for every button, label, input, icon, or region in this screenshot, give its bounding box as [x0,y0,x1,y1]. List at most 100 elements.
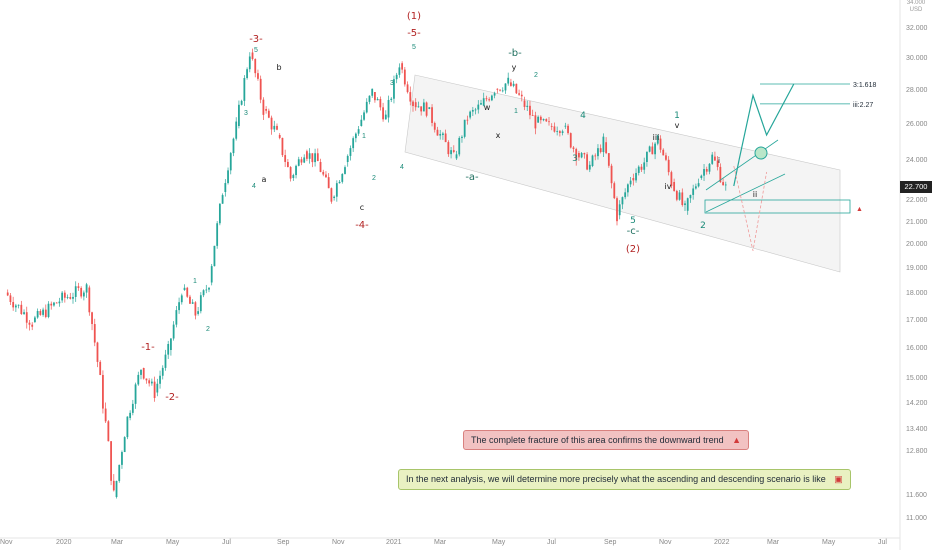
candle-body [205,289,208,291]
sub-wave-5: 3 [390,80,394,87]
time-tick: 2020 [56,539,72,546]
price-tick: 11.600 [906,492,927,499]
candle-body [159,375,161,384]
candle-body [393,79,395,99]
candle-body [232,138,235,154]
candle-body [510,82,512,86]
candle-body [716,160,719,167]
candle-body [450,150,452,155]
candle-body [534,115,537,129]
candle-body [66,297,69,298]
wave-label-5: (1) [407,11,421,22]
candle-body [216,223,219,246]
candle-body [616,198,618,222]
wave-label-19: x [496,131,501,140]
candle-body [85,284,88,293]
sub-wave-10: 1 [514,108,518,115]
candle-body [485,98,488,100]
candle-body [401,63,404,70]
price-tick: 28.000 [906,87,928,94]
candle-body [583,153,586,155]
wave-label-25: v [675,121,680,130]
sub-wave-2: 3 [244,110,248,117]
sub-wave-4: 2 [206,326,210,333]
note-fracture-text: The complete fracture of this area confi… [471,435,724,445]
candle-body [34,317,36,322]
candle-body [643,162,646,170]
sub-wave-8: 4 [400,164,404,171]
candle-body [202,290,205,296]
candle-body [654,143,656,155]
candle-body [178,302,180,311]
candle-body [148,380,151,384]
candle-body [452,150,455,152]
candle-body [180,295,183,303]
candle-body [482,98,485,106]
candle-body [53,302,55,306]
candle-body [466,119,469,121]
candle-body [428,107,431,109]
candle-body [686,198,689,211]
time-tick: May [166,539,180,546]
candle-body [262,99,265,115]
candle-body [550,126,553,127]
wave-label-17: c [360,203,364,212]
projection-up-path [733,83,795,187]
candle-body [218,203,221,224]
candle-body [597,148,599,157]
candle-body [422,102,425,112]
candle-body [284,155,287,162]
candle-body [20,304,23,315]
candle-body [42,309,44,315]
target-label-1: iii:2.27 [853,102,873,109]
candle-body [662,149,665,156]
candle-body [567,125,569,134]
candle-body [569,133,572,148]
target-label-0: 3:1.618 [853,82,876,89]
candle-body [248,56,251,70]
candle-body [659,138,662,150]
candle-body [618,204,621,216]
candle-body [338,181,341,184]
wave-label-18: w [484,103,491,112]
candle-body [6,292,9,296]
candle-body [520,94,523,97]
time-tick: 2022 [714,539,730,546]
candle-body [613,183,616,199]
candle-body [556,131,559,132]
candle-body [436,129,439,136]
candle-body [705,169,708,172]
candle-body [110,441,112,481]
channel-fill [404,74,841,273]
candle-body [363,112,365,120]
sub-wave-3: 1 [193,278,197,285]
wave-label-11: 2 [700,221,706,231]
wedge-lower [705,173,786,213]
candle-body [74,286,77,297]
candle-body [406,84,409,93]
candle-body [703,169,705,176]
candle-body [25,312,28,323]
axis-top-value: 34.000 USD [906,0,926,13]
price-tick: 13.400 [906,426,928,433]
candle-body [161,367,164,376]
sub-wave-7: 2 [372,175,376,182]
candle-body [99,361,102,375]
candle-body [335,183,338,197]
price-tick: 30.000 [906,55,928,62]
candle-body [23,312,25,315]
candle-body [115,480,118,497]
candle-body [208,287,210,290]
candle-body [697,183,700,187]
wave-label-0: -1- [141,342,155,353]
candle-body [365,101,368,113]
candle-body [395,74,398,80]
candle-body [246,69,248,79]
note-fracture: The complete fracture of this area confi… [463,430,750,450]
wave-label-16: b [276,63,281,72]
candle-body [17,304,20,306]
candle-body [499,89,501,91]
wave-label-13: 4 [580,111,586,121]
candle-body [344,167,346,174]
wave-label-24: iv [665,182,672,191]
